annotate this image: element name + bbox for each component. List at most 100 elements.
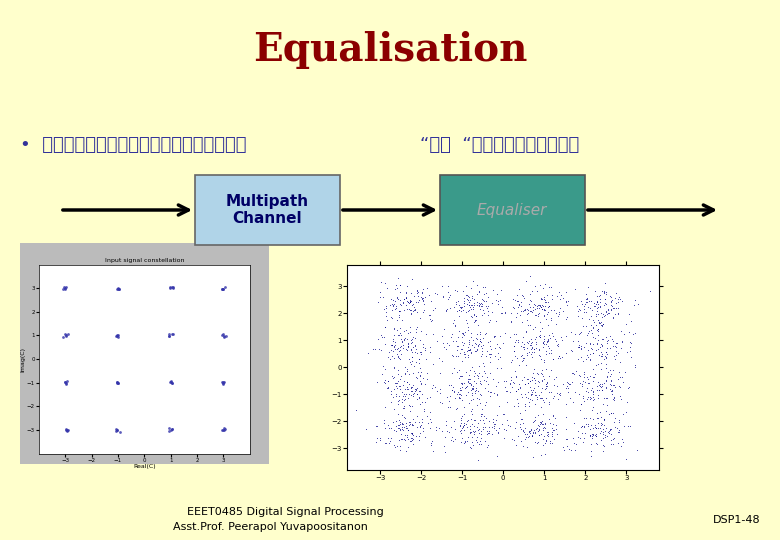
Point: [395, 435, 407, 443]
Point: [467, 427, 480, 435]
X-axis label: Real(C): Real(C): [133, 464, 156, 469]
Point: [590, 312, 602, 320]
Point: [414, 400, 427, 408]
Point: [217, 285, 229, 293]
Point: [516, 333, 529, 342]
Point: [598, 301, 611, 309]
Point: [470, 345, 483, 354]
Point: [408, 361, 420, 370]
Point: [530, 303, 543, 312]
Point: [530, 368, 543, 377]
Point: [528, 364, 541, 373]
Point: [534, 352, 546, 361]
Point: [480, 352, 492, 360]
Point: [537, 340, 550, 348]
Point: [455, 372, 467, 380]
Point: [393, 296, 406, 305]
Point: [488, 422, 500, 430]
Point: [424, 441, 437, 449]
Point: [594, 436, 607, 444]
Point: [529, 438, 541, 447]
Point: [454, 421, 466, 430]
Point: [397, 392, 410, 400]
Point: [512, 384, 525, 393]
Point: [419, 380, 431, 389]
Point: [59, 425, 72, 434]
Point: [484, 349, 496, 358]
Point: [599, 298, 612, 307]
Point: [466, 277, 479, 286]
Point: [547, 411, 559, 420]
Point: [424, 347, 436, 356]
Point: [522, 433, 534, 442]
Point: [518, 354, 530, 362]
Point: [525, 306, 537, 315]
Point: [492, 378, 505, 387]
Point: [612, 298, 625, 307]
Point: [216, 378, 229, 387]
Point: [544, 437, 556, 445]
Point: [601, 427, 614, 436]
Point: [514, 310, 526, 319]
Point: [467, 382, 480, 390]
Point: [524, 303, 537, 312]
Point: [424, 317, 437, 326]
Point: [454, 390, 466, 399]
Point: [478, 297, 491, 306]
Point: [217, 285, 229, 293]
Point: [216, 426, 229, 435]
Point: [567, 434, 580, 442]
Point: [566, 377, 579, 386]
Point: [455, 303, 467, 312]
Point: [530, 311, 542, 320]
Point: [457, 409, 470, 418]
Point: [165, 426, 177, 435]
Point: [606, 302, 619, 311]
Point: [552, 395, 565, 404]
Point: [557, 380, 569, 388]
Point: [414, 348, 427, 356]
Point: [541, 337, 554, 346]
Point: [451, 404, 463, 413]
Point: [479, 383, 491, 392]
Point: [608, 418, 620, 427]
Point: [615, 337, 628, 346]
Point: [515, 389, 527, 398]
Point: [596, 386, 608, 394]
Point: [370, 434, 383, 442]
Point: [508, 303, 520, 312]
Point: [435, 282, 448, 291]
Point: [466, 404, 478, 413]
Point: [582, 375, 594, 383]
Point: [406, 300, 418, 309]
Point: [491, 355, 504, 363]
Point: [600, 333, 612, 341]
Point: [541, 335, 554, 343]
Point: [165, 424, 178, 433]
Point: [402, 355, 415, 364]
Point: [591, 331, 604, 340]
Point: [478, 437, 491, 445]
Point: [392, 352, 404, 361]
Point: [581, 384, 594, 393]
Point: [576, 380, 589, 388]
Point: [597, 394, 610, 402]
Point: [387, 337, 399, 346]
Point: [587, 387, 599, 395]
Point: [460, 367, 473, 376]
Point: [521, 429, 534, 438]
Point: [482, 338, 495, 346]
Point: [608, 309, 621, 318]
Point: [394, 287, 406, 296]
Point: [402, 400, 415, 409]
Point: [111, 379, 123, 388]
Point: [400, 378, 413, 387]
Point: [406, 353, 418, 362]
Point: [413, 376, 426, 385]
Point: [518, 344, 530, 353]
Point: [471, 321, 484, 329]
Point: [469, 339, 481, 347]
Point: [388, 363, 400, 372]
Point: [413, 423, 426, 431]
Point: [492, 343, 505, 352]
